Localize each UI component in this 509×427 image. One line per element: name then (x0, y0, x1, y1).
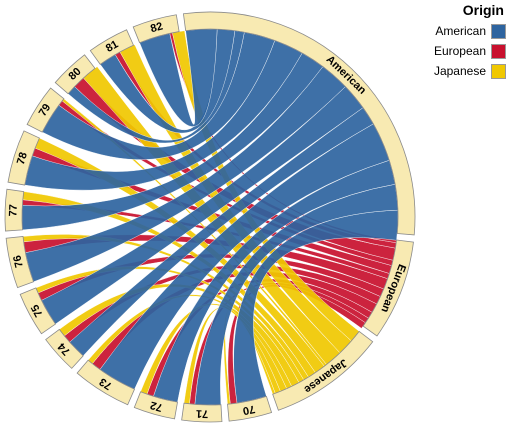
legend-item-japanese: Japanese (420, 61, 506, 81)
legend-title: Origin (462, 2, 504, 18)
group-label-77: 77 (7, 204, 19, 217)
group-label-78: 78 (15, 151, 30, 166)
legend-item-european: European (420, 41, 506, 61)
legend-label: European (433, 44, 486, 58)
group-arc-72 (133, 391, 178, 420)
group-arc-82 (132, 14, 180, 44)
group-arc-79 (26, 87, 65, 133)
group-arc-european (362, 239, 414, 337)
group-arc-japanese (272, 330, 374, 411)
legend-label: Japanese (433, 64, 486, 78)
group-label-72: 72 (149, 399, 164, 414)
group-label-71: 71 (196, 407, 209, 419)
chord-ribbons (21, 28, 399, 406)
group-label-73: 73 (97, 375, 114, 392)
legend-swatch (491, 43, 506, 59)
group-arc-american (182, 11, 416, 236)
group-label-70: 70 (242, 403, 256, 417)
group-arc-73 (76, 359, 136, 406)
group-arc-74 (45, 328, 84, 369)
legend-swatch (491, 63, 506, 79)
group-arc-70 (227, 395, 273, 422)
group-arc-75 (19, 287, 57, 335)
legend: Origin American European Japanese (420, 2, 506, 81)
group-arc-78 (7, 130, 40, 186)
group-label-76: 76 (11, 254, 25, 269)
group-label-79: 79 (37, 102, 54, 119)
legend-label: American (435, 24, 486, 38)
legend-swatch (491, 23, 506, 39)
group-arc-81 (89, 29, 135, 65)
group-label-81: 81 (104, 38, 121, 55)
group-arc-80 (54, 54, 96, 95)
group-label-75: 75 (29, 302, 45, 318)
group-label-82: 82 (149, 20, 164, 35)
group-arc-77 (4, 188, 25, 232)
group-arc-76 (5, 236, 35, 289)
legend-item-american: American (420, 21, 506, 41)
group-arc-71 (181, 402, 223, 423)
